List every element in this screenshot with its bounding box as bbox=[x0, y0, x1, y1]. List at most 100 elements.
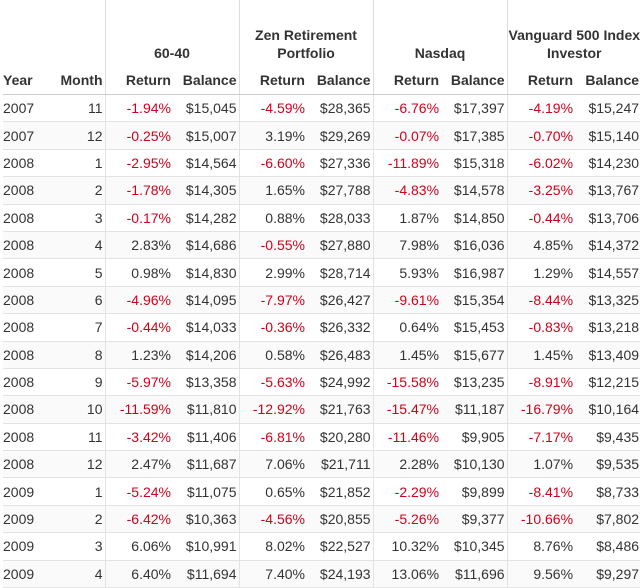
cell-year: 2008 bbox=[3, 423, 52, 452]
cell-balance-zen: $21,852 bbox=[307, 477, 374, 506]
column-header-balance: Balance bbox=[173, 66, 239, 95]
cell-return-vanguard: -0.70% bbox=[506, 121, 576, 150]
cell-return-zen: 7.06% bbox=[238, 450, 307, 479]
cell-balance-60-40: $10,363 bbox=[173, 505, 239, 534]
table-row: 2009 4 6.40% $11,694 7.40% $24,193 13.06% $11,6… bbox=[3, 560, 640, 588]
cell-month: 12 bbox=[52, 121, 105, 150]
cell-return-nasdaq: -6.76% bbox=[372, 94, 442, 123]
cell-balance-zen: $28,714 bbox=[307, 258, 374, 287]
cell-year: 2009 bbox=[3, 532, 52, 561]
cell-balance-60-40: $14,282 bbox=[173, 204, 239, 232]
table-row: 2008 5 0.98% $14,830 2.99% $28,714 5.93% $16,98… bbox=[3, 258, 640, 287]
cell-balance-nasdaq: $9,377 bbox=[441, 505, 508, 534]
cell-balance-60-40: $11,075 bbox=[173, 477, 239, 506]
cell-balance-60-40: $10,991 bbox=[173, 532, 239, 561]
cell-balance-60-40: $14,033 bbox=[173, 313, 239, 342]
table-row: 2007 12 -0.25% $15,007 3.19% $29,269 -0.07% $17… bbox=[3, 121, 640, 150]
cell-month: 5 bbox=[52, 258, 105, 287]
cell-return-60-40: -1.94% bbox=[104, 94, 173, 123]
cell-return-vanguard: -8.91% bbox=[506, 368, 576, 397]
cell-balance-nasdaq: $9,899 bbox=[441, 477, 508, 506]
cell-year: 2008 bbox=[3, 204, 52, 232]
group-header-zen-retirement: Zen Retirement Portfolio bbox=[238, 0, 374, 66]
column-header-return: Return bbox=[372, 66, 442, 95]
cell-balance-zen: $27,880 bbox=[307, 231, 374, 260]
table-row: 2008 3 -0.17% $14,282 0.88% $28,033 1.87% $14,8… bbox=[3, 204, 640, 232]
cell-return-60-40: -0.17% bbox=[104, 204, 173, 232]
cell-balance-zen: $29,269 bbox=[307, 121, 374, 150]
cell-balance-vanguard: $15,247 bbox=[575, 94, 640, 123]
table-row: 2008 9 -5.97% $13,358 -5.63% $24,992 -15.58% $1… bbox=[3, 368, 640, 397]
cell-balance-nasdaq: $11,696 bbox=[441, 560, 508, 588]
cell-return-vanguard: -8.44% bbox=[506, 286, 576, 315]
cell-return-vanguard: 1.29% bbox=[506, 258, 576, 287]
cell-return-60-40: 2.83% bbox=[104, 231, 173, 260]
cell-year: 2008 bbox=[3, 176, 52, 205]
cell-return-60-40: -11.59% bbox=[104, 395, 173, 424]
cell-return-zen: -12.92% bbox=[238, 395, 307, 424]
cell-return-zen: -4.59% bbox=[238, 94, 307, 123]
cell-year: 2007 bbox=[3, 121, 52, 150]
cell-return-60-40: -6.42% bbox=[104, 505, 173, 534]
table-body: 2007 11 -1.94% $15,045 -4.59% $28,365 -6.76% $1… bbox=[3, 94, 640, 588]
cell-month: 1 bbox=[52, 477, 105, 506]
cell-return-60-40: 0.98% bbox=[104, 258, 173, 287]
cell-return-60-40: 1.23% bbox=[104, 341, 173, 369]
cell-return-nasdaq: -4.83% bbox=[372, 176, 442, 205]
cell-balance-nasdaq: $15,318 bbox=[441, 149, 508, 178]
cell-balance-60-40: $14,830 bbox=[173, 258, 239, 287]
cell-balance-vanguard: $9,435 bbox=[575, 423, 640, 452]
cell-month: 4 bbox=[52, 560, 105, 588]
cell-balance-zen: $20,855 bbox=[307, 505, 374, 534]
cell-balance-zen: $28,033 bbox=[307, 204, 374, 232]
cell-balance-vanguard: $8,486 bbox=[575, 532, 640, 561]
cell-return-zen: 7.40% bbox=[238, 560, 307, 588]
cell-year: 2008 bbox=[3, 450, 52, 479]
cell-balance-nasdaq: $17,397 bbox=[441, 94, 508, 123]
cell-balance-60-40: $11,687 bbox=[173, 450, 239, 479]
cell-return-60-40: 2.47% bbox=[104, 450, 173, 479]
table-row: 2009 2 -6.42% $10,363 -4.56% $20,855 -5.26% $9,… bbox=[3, 505, 640, 534]
cell-balance-vanguard: $13,325 bbox=[575, 286, 640, 315]
cell-return-nasdaq: 5.93% bbox=[372, 258, 442, 287]
cell-return-vanguard: -4.19% bbox=[506, 94, 576, 123]
cell-return-nasdaq: 1.87% bbox=[372, 204, 442, 232]
cell-balance-vanguard: $14,230 bbox=[575, 149, 640, 178]
cell-return-nasdaq: -5.26% bbox=[372, 505, 442, 534]
cell-balance-vanguard: $12,215 bbox=[575, 368, 640, 397]
cell-balance-vanguard: $13,409 bbox=[575, 341, 640, 369]
cell-return-zen: -0.36% bbox=[238, 313, 307, 342]
cell-return-60-40: -5.24% bbox=[104, 477, 173, 506]
cell-return-60-40: -5.97% bbox=[104, 368, 173, 397]
table-row: 2008 1 -2.95% $14,564 -6.60% $27,336 -11.89% $1… bbox=[3, 149, 640, 178]
cell-return-nasdaq: 1.45% bbox=[372, 341, 442, 369]
cell-balance-zen: $22,527 bbox=[307, 532, 374, 561]
cell-year: 2009 bbox=[3, 560, 52, 588]
cell-year: 2008 bbox=[3, 149, 52, 178]
cell-return-nasdaq: 10.32% bbox=[372, 532, 442, 561]
cell-balance-zen: $26,483 bbox=[307, 341, 374, 369]
cell-balance-nasdaq: $15,677 bbox=[441, 341, 508, 369]
cell-balance-zen: $26,427 bbox=[307, 286, 374, 315]
cell-balance-nasdaq: $15,453 bbox=[441, 313, 508, 342]
cell-return-vanguard: -16.79% bbox=[506, 395, 576, 424]
cell-balance-vanguard: $10,164 bbox=[575, 395, 640, 424]
cell-return-nasdaq: -15.58% bbox=[372, 368, 442, 397]
cell-balance-60-40: $14,564 bbox=[173, 149, 239, 178]
cell-balance-60-40: $14,686 bbox=[173, 231, 239, 260]
cell-return-zen: 1.65% bbox=[238, 176, 307, 205]
column-header-year: Year bbox=[3, 66, 52, 95]
cell-balance-zen: $24,992 bbox=[307, 368, 374, 397]
cell-return-zen: 0.65% bbox=[238, 477, 307, 506]
cell-return-vanguard: -7.17% bbox=[506, 423, 576, 452]
cell-month: 2 bbox=[52, 505, 105, 534]
column-header-row: Year Month Return Balance Return Balance… bbox=[3, 66, 640, 95]
cell-balance-nasdaq: $16,987 bbox=[441, 258, 508, 287]
cell-month: 4 bbox=[52, 231, 105, 260]
cell-month: 12 bbox=[52, 450, 105, 479]
cell-year: 2009 bbox=[3, 505, 52, 534]
group-header-row: 60-40 Zen Retirement Portfolio Nasdaq Va… bbox=[3, 0, 640, 66]
cell-return-vanguard: -8.41% bbox=[506, 477, 576, 506]
cell-balance-vanguard: $8,733 bbox=[575, 477, 640, 506]
cell-return-60-40: 6.40% bbox=[104, 560, 173, 588]
